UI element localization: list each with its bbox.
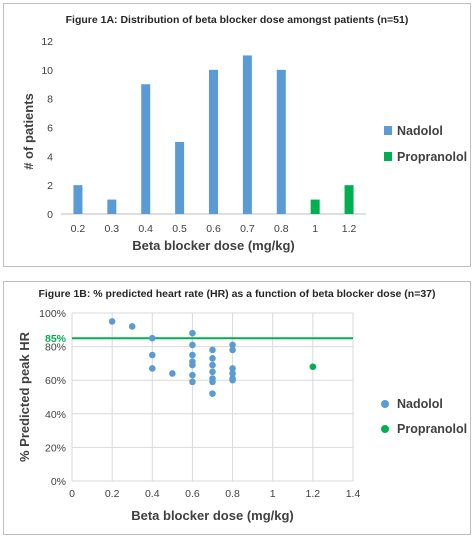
y-tick-label: 60% [45,375,66,387]
y-tick-label: 100% [39,308,66,320]
x-tick-label: 0.2 [71,223,86,235]
x-tick-label: 0.4 [145,488,160,500]
legend-label-nadolol: Nadolol [397,397,443,411]
x-tick-label: 1.4 [346,488,361,500]
x-axis-label: Beta blocker dose (mg/kg) [132,238,295,253]
point-propranolol [309,363,317,371]
point-nadolol [148,365,156,372]
point-nadolol [209,346,216,354]
bar-nadolol [175,141,185,214]
y-tick-label: 4 [47,151,53,163]
y-tick-label: 8 [47,94,53,106]
bar-nadolol [141,84,151,214]
x-tick-label: 1.2 [342,223,357,235]
point-nadolol [148,351,156,359]
chart-panel-b: Figure 1B: % predicted heart rate (HR) a… [3,281,471,535]
point-nadolol [229,341,236,349]
point-nadolol [229,365,236,372]
point-nadolol [209,355,216,362]
chart-panel-a: Figure 1A: Distribution of beta blocker … [3,3,471,267]
point-nadolol [209,361,216,369]
point-nadolol [189,371,196,379]
x-tick-label: 0.6 [206,223,221,235]
y-tick-label: 6 [47,123,53,135]
y-tick-label: 0% [51,476,66,488]
x-tick-label: 0.3 [105,223,120,235]
bar-nadolol [276,69,286,214]
point-nadolol [108,318,116,325]
point-nadolol [189,378,196,386]
point-nadolol [189,329,196,337]
legend-marker-propranolol [381,425,389,433]
legend-marker-nadolol [381,400,389,408]
point-nadolol [229,376,236,384]
point-nadolol [169,370,176,377]
legend-label-nadolol: Nadolol [397,124,443,138]
bar-propranolol [344,185,354,214]
bar-chart: Figure 1A: Distribution of beta blocker … [21,14,467,253]
y-tick-label: 20% [45,442,66,454]
x-tick-label: 0.6 [185,488,200,500]
x-tick-label: 0.4 [138,223,153,235]
bar-nadolol [73,185,83,214]
point-nadolol [128,323,136,330]
x-tick-label: 0 [69,488,75,500]
threshold-label: 85% [45,333,67,345]
point-nadolol [189,341,196,349]
y-tick-label: 40% [45,409,66,421]
x-tick-label: 1 [312,223,318,235]
y-tick-label: 80% [45,342,66,354]
bar-propranolol [310,199,320,214]
y-tick-label: 0 [47,209,53,221]
point-nadolol [189,361,196,369]
y-axis-label: # of patients [21,93,36,170]
y-tick-label: 12 [41,36,53,48]
point-nadolol [209,390,216,397]
x-tick-label: 0.5 [172,223,187,235]
x-tick-label: 1.2 [306,488,321,500]
point-nadolol [209,378,216,386]
y-tick-label: 10 [41,65,53,77]
legend-swatch-nadolol [384,126,392,135]
bar-nadolol [107,199,117,214]
legend-label-propranolol: Propranolol [397,422,467,436]
chart-title: Figure 1B: % predicted heart rate (HR) a… [38,288,435,300]
legend-label-propranolol: Propranolol [397,150,467,164]
x-tick-label: 1 [270,488,276,500]
legend-swatch-propranolol [384,152,392,161]
bar-nadolol [242,55,252,214]
chart-title: Figure 1A: Distribution of beta blocker … [66,14,409,26]
point-nadolol [148,334,156,342]
x-axis-label: Beta blocker dose (mg/kg) [131,508,294,523]
x-tick-label: 0.8 [274,223,289,235]
scatter-chart: Figure 1B: % predicted heart rate (HR) a… [17,288,467,523]
point-nadolol [209,368,216,376]
y-axis-label: % Predicted peak HR [17,331,32,462]
point-nadolol [189,351,196,359]
x-tick-label: 0.7 [240,223,255,235]
x-tick-label: 0.8 [225,488,240,500]
x-tick-label: 0.2 [105,488,120,500]
point-nadolol [229,370,236,377]
point-nadolol [229,346,236,354]
y-tick-label: 2 [47,180,53,192]
bar-nadolol [209,69,218,214]
